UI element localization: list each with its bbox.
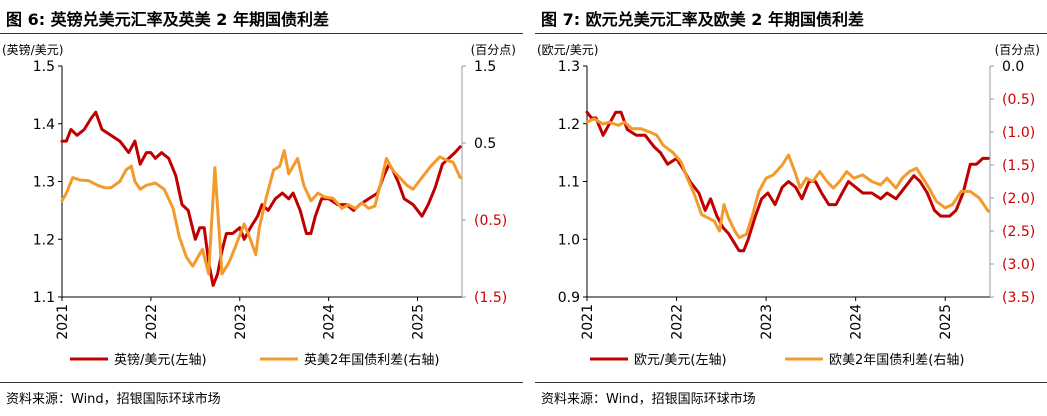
y-right-tick-label: (1.5) bbox=[474, 290, 507, 306]
series-line-fx bbox=[585, 110, 990, 253]
y-right-tick-label: (1.5) bbox=[1002, 158, 1035, 174]
y-right-tick-label: (3.0) bbox=[1002, 257, 1035, 273]
chart-panel-gbp: 图 6: 英镑兑美元汇率及英美 2 年期国债利差 (英镑/美元) (百分点) 1.1… bbox=[0, 0, 523, 416]
y-left-tick-label: 1.1 bbox=[33, 290, 55, 306]
y-left-tick-label: 1.3 bbox=[558, 59, 580, 75]
source-divider bbox=[0, 382, 523, 383]
y-axis-left-label: (欧元/美元) bbox=[537, 43, 598, 57]
x-tick-label: 2023 bbox=[233, 304, 249, 340]
source-note: 资料来源：Wind，招银国际环球市场 bbox=[541, 392, 756, 407]
chart-title: 图 7: 欧元兑美元汇率及欧美 2 年期国债利差 bbox=[541, 10, 864, 29]
y-left-tick-label: 1.2 bbox=[33, 232, 55, 248]
y-left-tick-label: 1.0 bbox=[558, 232, 580, 248]
legend-label: 欧元/美元(左轴) bbox=[634, 353, 727, 368]
series-line-fx bbox=[60, 110, 462, 287]
x-tick-label: 2025 bbox=[938, 304, 954, 340]
x-tick-label: 2023 bbox=[759, 304, 775, 340]
title-divider bbox=[535, 33, 1047, 34]
legend-label: 欧美2年国债利差(右轴) bbox=[829, 353, 964, 368]
y-right-tick-label: (1.0) bbox=[1002, 125, 1035, 141]
x-tick-label: 2024 bbox=[322, 304, 338, 340]
y-axis-right-label: (百分点) bbox=[471, 43, 516, 57]
x-tick-label: 2021 bbox=[55, 304, 71, 340]
y-left-tick-label: 1.5 bbox=[33, 59, 55, 75]
legend-label: 英镑/美元(左轴) bbox=[114, 352, 207, 368]
y-axis-left-label: (英镑/美元) bbox=[2, 42, 63, 57]
x-tick-label: 2025 bbox=[411, 304, 427, 340]
legend-label: 英美2年国债利差(右轴) bbox=[304, 353, 439, 368]
source-note: 资料来源：Wind，招银国际环球市场 bbox=[6, 392, 221, 407]
y-left-tick-label: 1.2 bbox=[558, 117, 580, 133]
series-line-spread bbox=[60, 149, 462, 276]
x-tick-label: 2021 bbox=[580, 304, 596, 340]
chart-title: 图 6: 英镑兑美元汇率及英美 2 年期国债利差 bbox=[6, 10, 329, 29]
x-tick-label: 2022 bbox=[670, 304, 686, 340]
y-left-tick-label: 1.4 bbox=[33, 117, 55, 133]
y-right-tick-label: 0.5 bbox=[474, 136, 496, 152]
y-left-tick-label: 1.1 bbox=[558, 175, 580, 191]
y-left-tick-label: 1.3 bbox=[33, 175, 55, 191]
y-right-tick-label: (2.5) bbox=[1002, 224, 1035, 240]
title-divider bbox=[0, 33, 523, 34]
y-right-tick-label: (3.5) bbox=[1002, 290, 1035, 306]
y-right-tick-label: 1.5 bbox=[474, 59, 496, 75]
x-tick-label: 2022 bbox=[144, 304, 160, 340]
chart-svg: (欧元/美元) (百分点) 0.9 1.0 1.1 1.2 1.3 0.0 (0.5) (1.0)… bbox=[537, 43, 1040, 368]
chart-panel-eur: 图 7: 欧元兑美元汇率及欧美 2 年期国债利差 (欧元/美元) (百分点) 0.9… bbox=[535, 0, 1047, 416]
y-right-tick-label: 0.0 bbox=[1002, 59, 1024, 75]
y-right-tick-label: (2.0) bbox=[1002, 191, 1035, 207]
y-axis-right-label: (百分点) bbox=[995, 43, 1040, 57]
y-right-tick-label: (0.5) bbox=[474, 213, 507, 229]
series-line-spread bbox=[585, 117, 990, 240]
chart-svg: (英镑/美元) (百分点) 1.1 1.2 1.3 1.4 1.5 1.5 0.5 (0.5) (1… bbox=[2, 42, 516, 368]
y-right-tick-label: (0.5) bbox=[1002, 92, 1035, 108]
source-divider bbox=[535, 382, 1047, 383]
x-tick-label: 2024 bbox=[849, 304, 865, 340]
y-left-tick-label: 0.9 bbox=[558, 290, 580, 306]
